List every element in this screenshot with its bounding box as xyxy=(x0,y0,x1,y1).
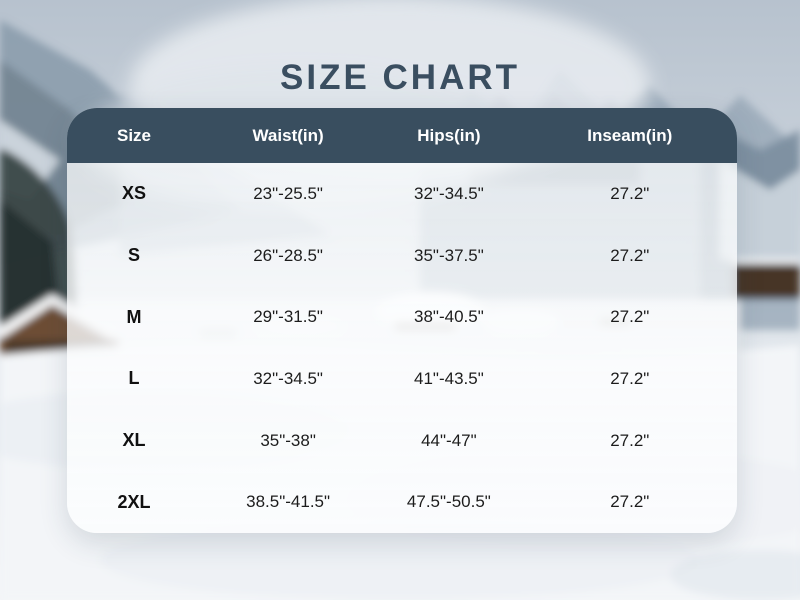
inseam-cell: 27.2" xyxy=(610,492,650,512)
hips-cell: 32"-34.5" xyxy=(414,183,484,203)
inseam-cell: 27.2" xyxy=(610,183,650,203)
hips-cell: 35"-37.5" xyxy=(414,245,484,265)
size-cell: L xyxy=(128,368,140,389)
hips-cell: 38"-40.5" xyxy=(414,307,484,327)
size-cell: S xyxy=(127,245,140,265)
table-row-xl: XL 35"-38" 44"-47" 27.2" xyxy=(67,410,737,472)
column-header-hips: Hips(in) xyxy=(417,125,481,145)
size-cell: XS xyxy=(121,183,146,204)
size-cell: M xyxy=(126,306,142,327)
waist-cell: 32"-34.5" xyxy=(253,368,323,388)
page-title: SIZE CHART xyxy=(280,58,520,97)
column-header-size: Size xyxy=(116,125,152,145)
table-body: XS 23"-25.5" 32"-34.5" 27.2" S 26"-28.5"… xyxy=(67,163,737,533)
column-header-inseam: Inseam(in) xyxy=(587,125,673,145)
table-row-s: S 26"-28.5" 35"-37.5" 27.2" xyxy=(67,225,737,287)
table-row-l: L 32"-34.5" 41"-43.5" 27.2" xyxy=(67,348,737,410)
inseam-cell: 27.2" xyxy=(610,368,650,388)
table-header-row: Size Waist(in) Hips(in) Inseam(in) xyxy=(67,108,737,163)
inseam-cell: 27.2" xyxy=(610,430,650,450)
table-row-m: M 29"-31.5" 38"-40.5" 27.2" xyxy=(67,286,737,348)
size-cell: XL xyxy=(122,430,146,451)
waist-cell: 29"-31.5" xyxy=(253,307,323,327)
size-cell: 2XL xyxy=(117,491,151,512)
column-header-waist: Waist(in) xyxy=(252,125,324,145)
waist-cell: 35"-38" xyxy=(260,430,316,450)
size-chart-table: Size Waist(in) Hips(in) Inseam(in) XS 23… xyxy=(67,108,737,533)
table-row-2xl: 2XL 38.5"-41.5" 47.5"-50.5" 27.2" xyxy=(67,471,737,533)
waist-cell: 38.5"-41.5" xyxy=(246,492,331,512)
hips-cell: 44"-47" xyxy=(421,430,477,450)
hips-cell: 41"-43.5" xyxy=(414,368,484,388)
waist-cell: 26"-28.5" xyxy=(253,245,323,265)
hips-cell: 47.5"-50.5" xyxy=(406,492,491,512)
inseam-cell: 27.2" xyxy=(610,245,650,265)
inseam-cell: 27.2" xyxy=(610,307,650,327)
waist-cell: 23"-25.5" xyxy=(253,183,323,203)
table-row-xs: XS 23"-25.5" 32"-34.5" 27.2" xyxy=(67,163,737,225)
